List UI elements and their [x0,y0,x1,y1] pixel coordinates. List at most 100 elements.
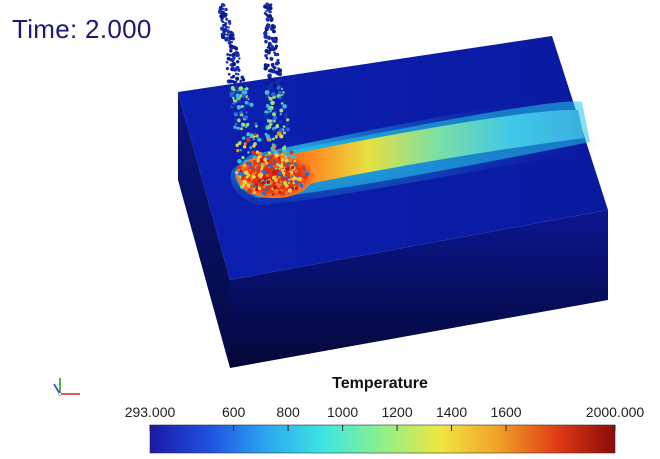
powder-particle [242,145,247,149]
powder-particle [234,72,238,76]
powder-particle [289,170,294,174]
powder-particle [285,167,290,172]
powder-particle [261,181,265,185]
powder-particle [273,188,279,193]
powder-particle [279,108,284,113]
powder-particle [230,91,235,96]
powder-particle [255,150,259,154]
powder-particle [294,186,299,190]
color-bar-tick-label: 1200 [381,404,412,420]
powder-particle [279,82,283,85]
powder-particle [272,165,276,168]
powder-particle [278,68,283,73]
powder-particle [257,137,262,142]
powder-particle [235,174,239,179]
powder-particle [267,73,272,78]
powder-particle [266,180,271,185]
powder-particle [294,169,298,173]
powder-particle [270,78,274,82]
powder-particle [239,149,242,152]
powder-particle [253,142,257,146]
powder-particle [238,179,243,183]
powder-particle [234,122,238,126]
powder-particle [273,185,277,190]
block-right-face [230,210,608,368]
powder-particle [280,87,284,91]
powder-particle [279,113,282,116]
powder-particle [238,90,242,95]
color-bar-tick-label: 1000 [327,404,358,420]
powder-particle [259,175,263,179]
powder-particle [241,156,245,160]
powder-particle [241,78,246,82]
powder-particle [248,169,252,172]
powder-particle [277,79,281,83]
powder-particle [245,175,249,179]
powder-particle [235,80,238,83]
powder-particle [235,60,240,64]
powder-particle [269,119,273,123]
powder-particle [273,161,277,165]
powder-particle [252,135,256,139]
powder-particle [302,165,306,169]
color-legend: 293.000 600 800 1000 1200 1400 1600 2000.000 [125,404,644,454]
powder-particle [263,12,267,15]
powder-particle [233,67,238,72]
powder-particle [264,81,269,86]
powder-particle [286,161,290,166]
powder-particle [236,105,242,110]
powder-particle [266,104,270,109]
powder-particle [254,122,258,126]
powder-particle [243,86,246,89]
powder-particle [240,176,245,181]
powder-particle [266,155,271,160]
powder-particle [233,112,238,116]
powder-particle [225,17,229,21]
powder-particle [268,160,272,164]
color-bar-tick-label: 1400 [436,404,467,420]
powder-particle [234,84,239,90]
powder-particle [263,31,268,36]
powder-particle [282,104,287,109]
powder-particle [263,66,268,71]
powder-particle [294,179,299,184]
powder-particle [268,96,273,101]
powder-particle [249,146,253,150]
powder-particle [264,48,269,54]
powder-particle [271,183,275,187]
powder-particle [223,12,228,17]
powder-particle [237,158,242,164]
powder-particle [267,43,271,47]
powder-particle [251,174,256,179]
powder-particle [243,115,249,120]
powder-particle [219,14,223,18]
powder-particle [252,160,257,165]
powder-particle [245,87,249,91]
powder-particle [278,119,283,124]
powder-particle [272,83,277,87]
powder-particle [236,118,241,123]
powder-particle [237,73,240,76]
powder-particle [275,123,279,127]
powder-particle [231,58,235,62]
powder-particle [247,161,253,166]
powder-particle [272,115,278,120]
powder-particle [251,172,255,176]
powder-particle [258,179,261,183]
powder-particle [250,182,253,186]
powder-particles [217,2,310,197]
powder-particle [289,150,294,155]
powder-particle [235,50,238,54]
orientation-axes-icon [53,378,80,396]
powder-particle [222,23,226,27]
powder-particle [287,188,292,193]
powder-particle [231,74,236,79]
powder-particle [283,145,286,148]
powder-particle [244,170,249,175]
powder-particle [251,169,256,174]
powder-particle [293,159,296,163]
powder-particle [254,180,259,184]
powder-particle [265,90,270,95]
